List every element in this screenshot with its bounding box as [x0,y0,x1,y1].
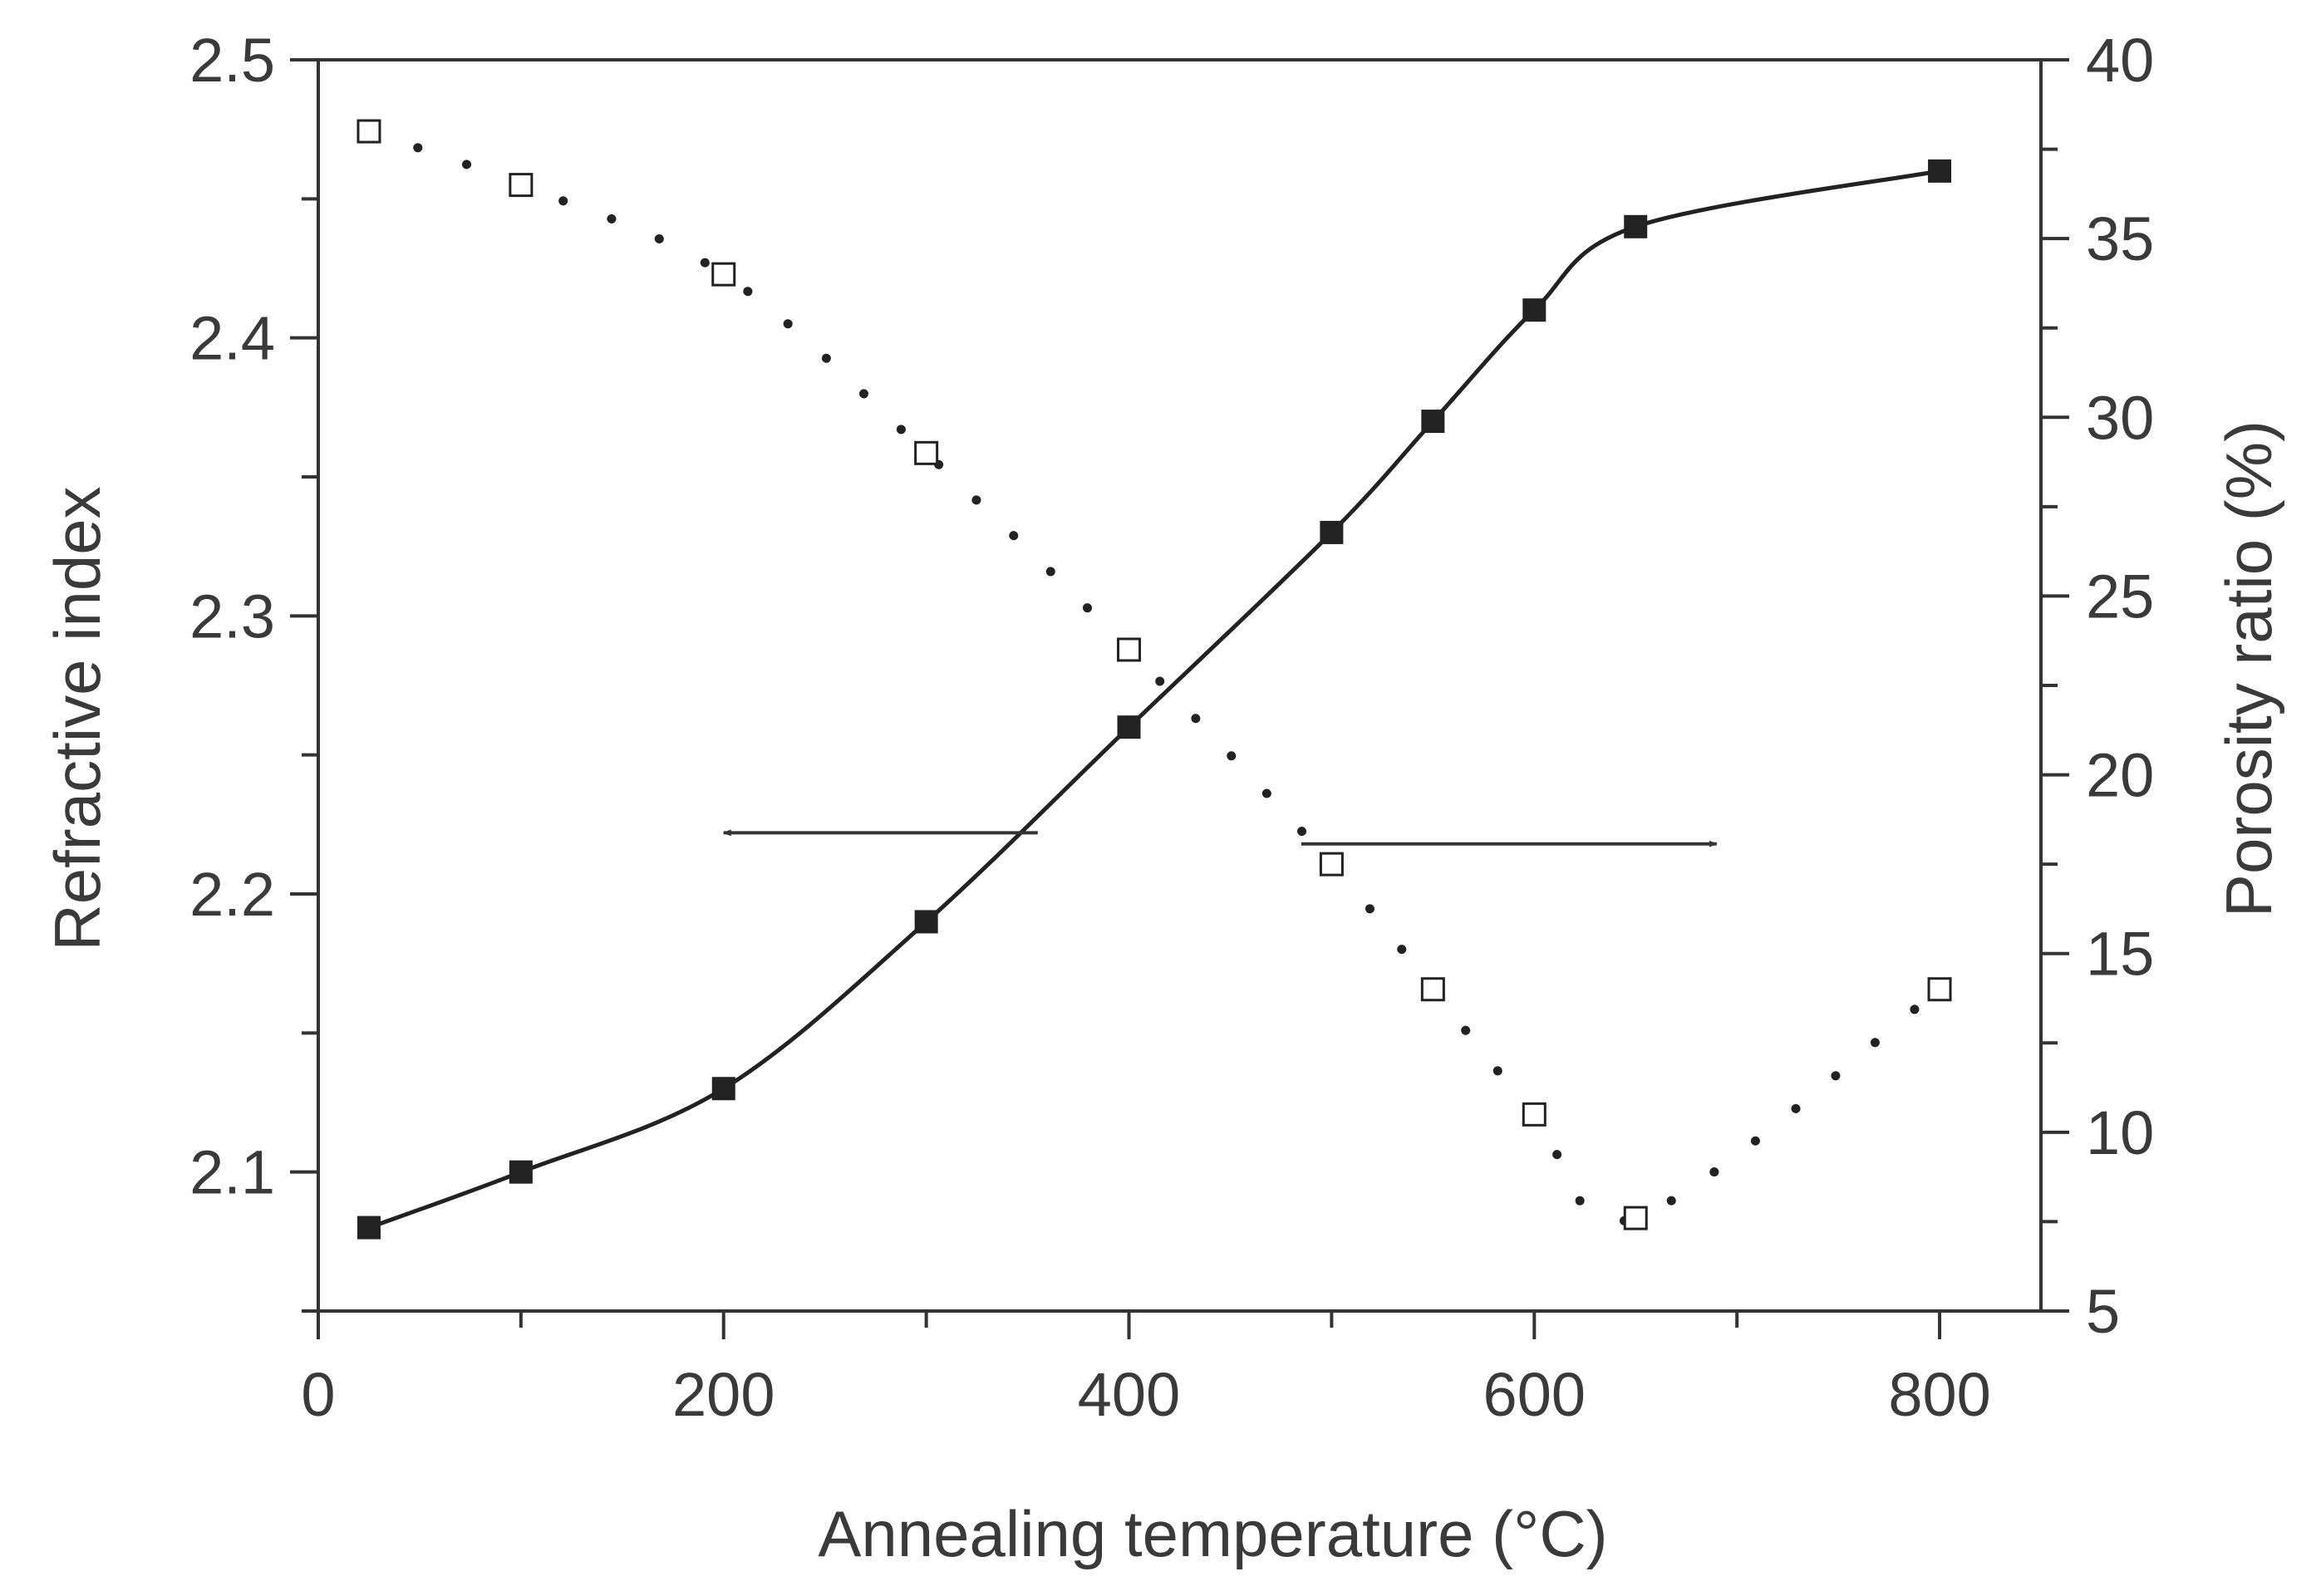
porosity-ratio-point [1117,637,1142,662]
y-right-tick-label: 5 [2086,1277,2120,1346]
y-right-tick-label: 25 [2086,562,2154,631]
porosity-ratio-point [1522,1102,1547,1127]
y-right-tick-label: 40 [2086,26,2154,95]
annotation-arrows [722,829,1718,847]
refractive-index-point [711,1077,735,1101]
porosity-ratio-point [1623,1206,1648,1230]
plot-frame [317,58,2043,1313]
y-left-tick-label: 2.2 [189,860,275,929]
y-axis-right-title: Porosity ratio (%) [2212,420,2285,917]
y-axis-left-title: Refractive index [41,486,114,950]
refractive-index-point [1421,410,1445,434]
porosity-ratio-curve [364,126,1945,1226]
refractive-index-point [1624,214,1648,238]
refractive-index-point [1320,520,1344,544]
refractive-index-point [357,1215,381,1240]
x-axis-title: Annealing temperature (°C) [818,1497,1607,1570]
y-right-tick-label: 15 [2086,920,2154,989]
curves [364,126,1945,1230]
y-right-tick-label: 10 [2086,1098,2154,1167]
y-right-tick-label: 30 [2086,383,2154,452]
x-tick-label: 0 [301,1360,335,1429]
porosity-ratio-point [914,440,939,465]
refractive-index-point [1928,159,1952,183]
y-left-tick-label: 2.5 [189,26,275,95]
refractive-index-point [509,1160,533,1184]
porosity-ratio-point [509,173,534,198]
tick-labels: 0 200 400 600 800 2.1 2.2 2.3 2.4 2.5 5 10 15 20 25 30 3… [189,26,2154,1429]
y-right-tick-label: 35 [2086,204,2154,273]
tick-marks [290,58,2069,1339]
x-tick-label: 200 [672,1360,774,1429]
refractive-index-curve [366,169,1942,1230]
refractive-index-point [1522,298,1547,322]
porosity-ratio-point [1319,852,1344,877]
y-left-tick-label: 2.4 [189,304,275,373]
porosity-ratio-point [357,119,381,144]
y-right-tick-label: 20 [2086,741,2154,810]
x-tick-label: 600 [1483,1360,1586,1429]
refractive-index-point [914,910,938,934]
porosity-ratio-point [711,262,736,287]
porosity-ratio-point [1420,977,1445,1002]
porosity-ratio-point [1927,977,1952,1002]
y-left-tick-label: 2.3 [189,582,275,651]
y-left-tick-label: 2.1 [189,1138,275,1207]
refractive-index-point [1117,715,1141,739]
data-points [357,119,1952,1240]
plot-area-border [317,58,2043,1313]
x-tick-label: 800 [1888,1360,1990,1429]
x-tick-label: 400 [1078,1360,1180,1429]
